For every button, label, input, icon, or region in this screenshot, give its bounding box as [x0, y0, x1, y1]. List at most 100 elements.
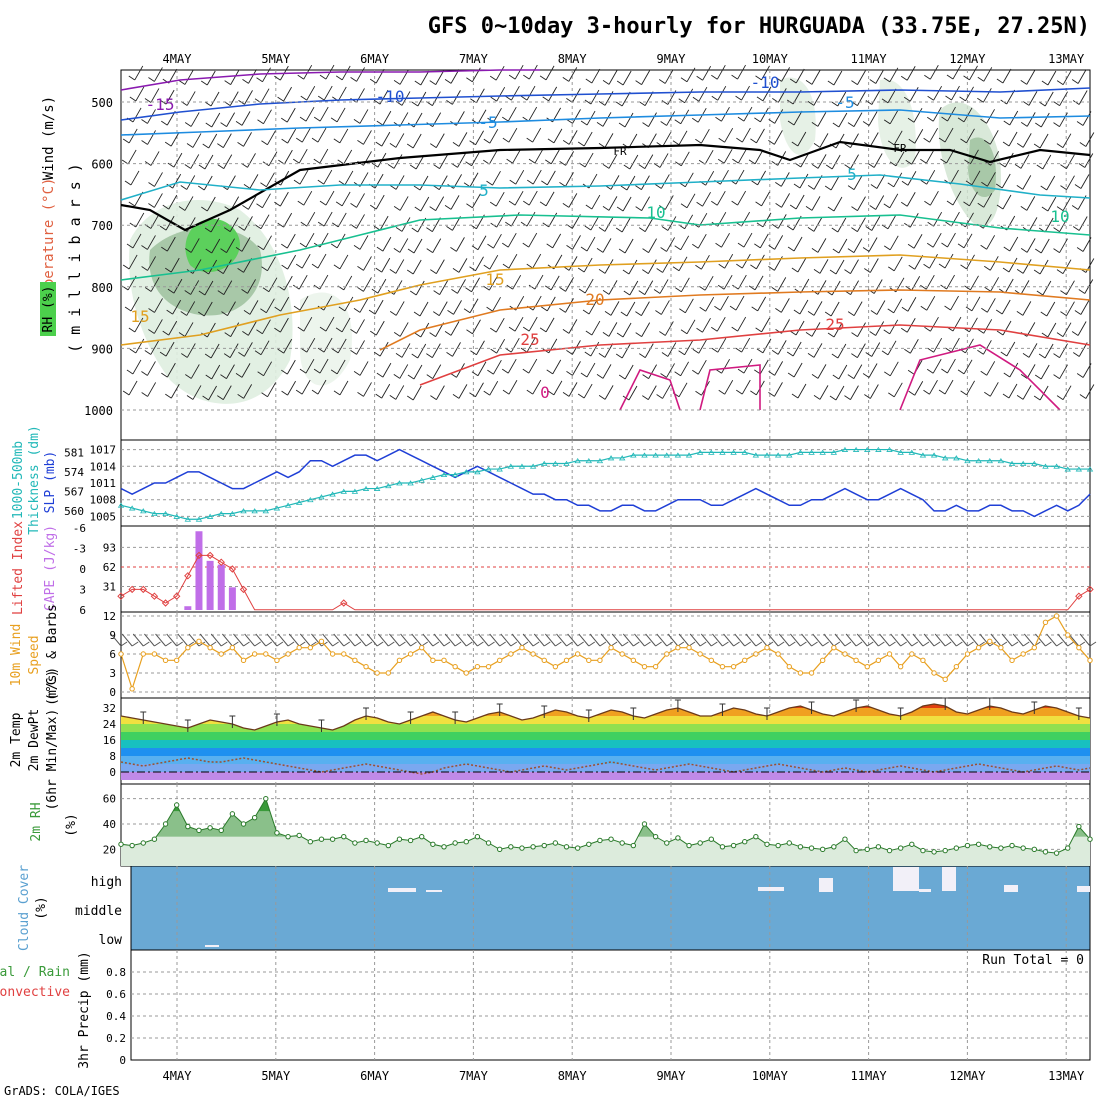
wind-barb: [578, 633, 596, 647]
thickness-point: [986, 457, 993, 464]
rh-point: [797, 844, 804, 850]
rh-point: [964, 842, 971, 849]
wind-barb: [277, 633, 295, 647]
thickness-point: [763, 452, 771, 458]
thickness-tick-label: 581: [64, 446, 84, 459]
wind-barb: [1076, 363, 1092, 378]
wind-barb: [699, 296, 715, 312]
wind-barb: [1056, 322, 1072, 338]
wind-barb: [311, 253, 327, 269]
date-label-bottom: 13MAY: [1048, 1069, 1085, 1083]
wind-barb: [414, 70, 430, 86]
wind-barb: [350, 67, 365, 82]
wind-barb: [883, 193, 899, 209]
wind-barb: [466, 193, 481, 209]
temp-minmax-bar: [496, 703, 503, 716]
wind-barb: [598, 343, 614, 358]
thickness-point: [195, 516, 203, 522]
wind-barb: [197, 175, 213, 191]
wind-barb: [900, 66, 916, 81]
wind-barb: [353, 361, 369, 376]
dewpoint-line: [120, 757, 1091, 775]
wind-barb: [407, 364, 423, 380]
wind-barb: [261, 382, 276, 398]
wind-barb: [622, 259, 638, 275]
wind-barb: [768, 361, 784, 376]
wind-barb: [128, 317, 144, 333]
wind-barb: [656, 258, 672, 273]
wind-barb: [751, 170, 767, 186]
wind-barb: [938, 127, 954, 143]
wind-barb: [539, 317, 555, 333]
rh-point: [708, 836, 715, 842]
wind-barb: [274, 317, 289, 333]
wind-barb: [934, 633, 952, 647]
wind-barb: [692, 338, 708, 354]
wind-barb: [544, 275, 560, 291]
wind-speed-point: [831, 644, 837, 651]
wind-barb: [656, 384, 671, 399]
wind-barb: [679, 298, 694, 314]
wind-barb: [238, 342, 253, 357]
wind-barb: [1057, 633, 1074, 647]
wind-barb: [129, 212, 145, 228]
cloud-panel: [130, 865, 1091, 951]
wind-barb: [483, 380, 499, 396]
thickness-point: [1019, 460, 1027, 466]
temp-minmax-bar: [808, 701, 815, 714]
wind-barb: [775, 193, 790, 208]
wind-barb: [756, 338, 772, 354]
wind-barb: [490, 86, 506, 102]
wind-barb: [506, 274, 522, 290]
wind-barb: [311, 379, 327, 395]
wind-speed-point: [764, 644, 770, 651]
date-label-bottom: 7MAY: [459, 1069, 489, 1083]
wind-barb: [502, 253, 518, 269]
wind-barb: [755, 65, 770, 81]
wind-barb: [805, 196, 821, 211]
wind-barb: [862, 237, 878, 252]
wind-barb: [144, 340, 160, 355]
wind-barb: [996, 68, 1012, 84]
wind-barb: [166, 299, 182, 315]
thickness-point: [440, 471, 448, 478]
thickness-point: [997, 457, 1005, 464]
date-label-bottom: 6MAY: [360, 1069, 390, 1083]
wind-barb: [406, 133, 422, 149]
wind-barb: [675, 151, 690, 167]
temp-minmax-bar: [986, 697, 993, 710]
thickness-point: [340, 488, 347, 494]
thickness-point: [1064, 466, 1071, 472]
wind-barb: [406, 385, 422, 401]
wind-barb: [1040, 175, 1056, 191]
wind-barb: [960, 380, 976, 396]
wind-speed-point: [664, 651, 670, 657]
wind-barb: [1035, 238, 1050, 254]
wind-barb: [299, 106, 315, 122]
cloud-block: [819, 878, 833, 892]
wind-barb: [178, 70, 194, 85]
rh-point: [496, 846, 503, 853]
wind-barb: [856, 633, 874, 647]
wind-barb: [508, 316, 524, 332]
wind-barb: [395, 217, 411, 232]
wind-barb: [486, 296, 501, 312]
wind-barb: [389, 301, 405, 316]
wind-barb: [638, 154, 654, 170]
wind-barb: [376, 236, 392, 252]
precip-panel: [130, 949, 1091, 1061]
wind-barb: [311, 127, 327, 143]
wind-barb: [430, 385, 445, 400]
wind-barb: [260, 298, 275, 314]
wind-speed-point: [496, 657, 503, 664]
wind-barb: [1034, 364, 1050, 380]
wind-barb: [660, 363, 675, 378]
wind-speed-point: [118, 651, 124, 657]
wind-barb: [755, 317, 771, 333]
wind-speed-point: [374, 670, 380, 676]
wind-barb: [167, 278, 183, 294]
wind-barb: [393, 238, 409, 253]
wind-barb: [452, 258, 468, 273]
wind-barb: [141, 382, 157, 397]
